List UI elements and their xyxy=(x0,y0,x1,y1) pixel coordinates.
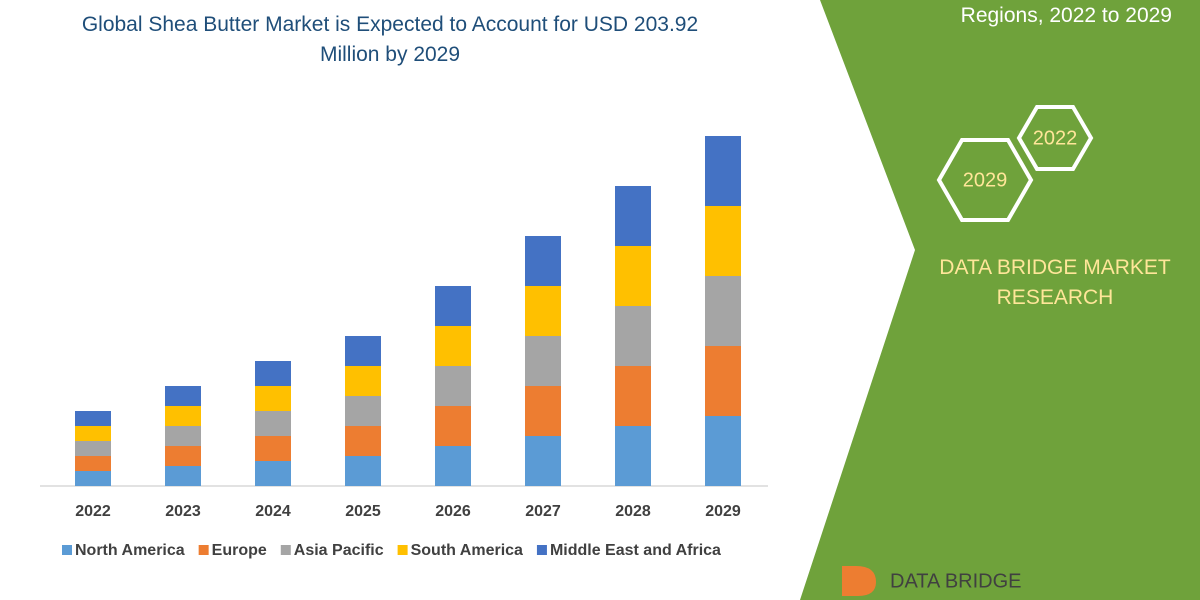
logo-text: DATA BRIDGE xyxy=(890,570,1022,592)
badge-label: 2029 xyxy=(963,169,1008,191)
x-tick-label: 2026 xyxy=(435,503,471,520)
x-tick-label: 2024 xyxy=(255,503,291,520)
bar-segment xyxy=(255,411,291,436)
bar-segment xyxy=(255,461,291,486)
bar-segment xyxy=(255,361,291,386)
bar-segment xyxy=(615,366,651,426)
bar-segment xyxy=(345,426,381,456)
x-tick-label: 2027 xyxy=(525,503,561,520)
badge-hexagon xyxy=(936,138,1034,222)
bar-segment xyxy=(435,286,471,326)
legend-swatch xyxy=(280,545,291,555)
bar-segment xyxy=(75,426,111,441)
legend-label: North America xyxy=(75,542,185,559)
bar-segment xyxy=(345,396,381,426)
bar-segment xyxy=(75,456,111,471)
bar-segment xyxy=(525,436,561,486)
bar-segment xyxy=(165,446,201,466)
bar-segment xyxy=(345,336,381,366)
bar-segment xyxy=(345,366,381,396)
bar-segment xyxy=(705,346,741,416)
legend-swatch xyxy=(62,545,72,555)
logo-icon xyxy=(842,566,876,596)
legend-swatch xyxy=(397,545,408,555)
bar-segment xyxy=(525,236,561,286)
bar-segment xyxy=(345,456,381,486)
bar-segment xyxy=(615,246,651,306)
bar-segment xyxy=(705,206,741,276)
bar-segment xyxy=(705,416,741,486)
side-panel xyxy=(800,0,1200,600)
legend-label: Middle East and Africa xyxy=(550,542,721,559)
brand-name: DATA BRIDGE MARKET RESEARCH xyxy=(939,256,1171,309)
legend-label: Europe xyxy=(212,542,267,559)
bar-segment xyxy=(255,386,291,411)
bar-segment xyxy=(615,186,651,246)
panel-heading: Regions, 2022 to 2029 xyxy=(960,4,1172,27)
x-tick-label: 2029 xyxy=(705,503,741,520)
bar-segment xyxy=(705,136,741,206)
x-tick-label: 2028 xyxy=(615,503,651,520)
badge-hexagon xyxy=(1016,105,1094,171)
bar-segment xyxy=(525,286,561,336)
bar-segment xyxy=(435,406,471,446)
badge-label: 2022 xyxy=(1033,127,1078,149)
bar-segment xyxy=(165,406,201,426)
bar-segment xyxy=(165,466,201,486)
bar-segment xyxy=(75,471,111,486)
x-tick-label: 2022 xyxy=(75,503,111,520)
legend-swatch xyxy=(198,545,209,555)
x-tick-label: 2025 xyxy=(345,503,381,520)
bar-segment xyxy=(165,386,201,406)
bar-segment xyxy=(255,436,291,461)
bar-segment xyxy=(615,426,651,486)
bar-segment xyxy=(435,326,471,366)
bar-segment xyxy=(75,411,111,426)
x-tick-label: 2023 xyxy=(165,503,201,520)
legend-swatch xyxy=(536,545,547,555)
bar-segment xyxy=(435,366,471,406)
bar-segment xyxy=(165,426,201,446)
bar-segment xyxy=(525,336,561,386)
bar-segment xyxy=(435,446,471,486)
bar-segment xyxy=(705,276,741,346)
bar-segment xyxy=(525,386,561,436)
chart-title: Global Shea Butter Market is Expected to… xyxy=(81,13,699,66)
bar-segment xyxy=(75,441,111,456)
legend-label: Asia Pacific xyxy=(294,542,384,559)
bar-segment xyxy=(615,306,651,366)
legend-label: South America xyxy=(411,542,523,559)
